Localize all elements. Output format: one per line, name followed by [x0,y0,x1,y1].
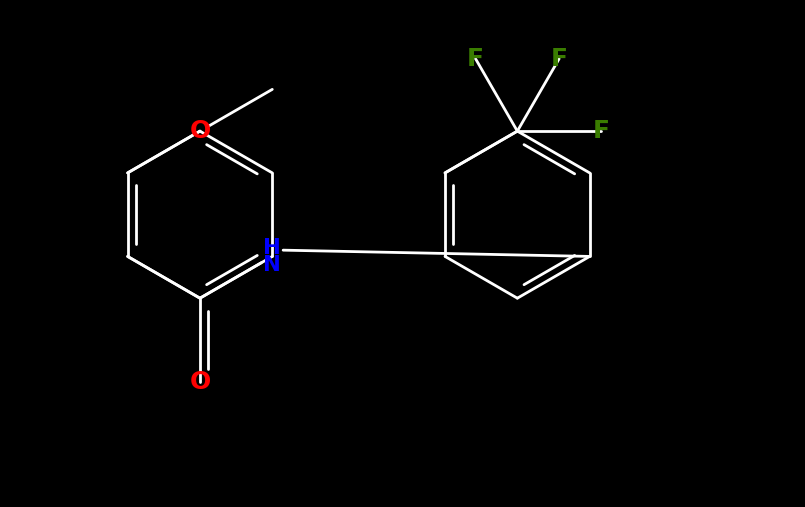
Text: O: O [189,119,211,143]
Text: O: O [189,370,211,394]
Text: H
N: H N [263,238,281,275]
Text: F: F [551,47,568,71]
Text: F: F [592,119,609,143]
Text: F: F [467,47,484,71]
